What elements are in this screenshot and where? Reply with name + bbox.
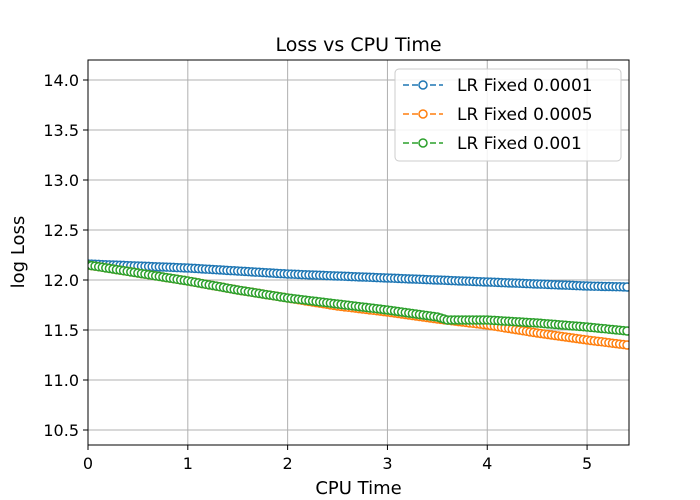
y-tick-label: 11.5 [43, 321, 79, 340]
legend: LR Fixed 0.0001 LR Fixed 0.0005 LR Fixed 0… [394, 68, 622, 162]
legend-marker [418, 109, 428, 119]
legend-marker [418, 138, 428, 148]
legend-label: LR Fixed 0.001 [457, 134, 582, 154]
legend-item: LR Fixed 0.0001 [403, 76, 593, 96]
legend-marker [418, 80, 428, 90]
x-tick-label: 1 [183, 454, 193, 473]
y-tick-label: 11.0 [43, 371, 79, 390]
y-tick-label: 12.5 [43, 221, 79, 240]
legend-label: LR Fixed 0.0001 [457, 76, 593, 96]
x-tick-label: 3 [382, 454, 392, 473]
y-tick-label: 12.0 [43, 271, 79, 290]
x-tick-label: 2 [283, 454, 293, 473]
x-tick-label: 4 [482, 454, 492, 473]
legend-label: LR Fixed 0.0005 [457, 105, 593, 125]
legend-box [394, 68, 622, 162]
chart-title: Loss vs CPU Time [275, 34, 441, 56]
data-point [622, 282, 629, 292]
x-tick-label: 0 [83, 454, 93, 473]
legend-item: LR Fixed 0.001 [403, 134, 582, 154]
y-axis-title: log Loss [8, 216, 29, 289]
x-axis-title: CPU Time [315, 478, 401, 499]
data-point [622, 326, 629, 336]
ticks: 0 1 2 3 4 5 10.5 11.0 11.5 12.0 12.5 13.0 13.5 14.0 [43, 71, 592, 473]
y-tick-label: 10.5 [43, 421, 79, 440]
data-point [622, 340, 629, 350]
series-3 [88, 260, 629, 336]
y-tick-label: 13.0 [43, 171, 79, 190]
series-layer [88, 259, 629, 350]
plot-frame [87, 59, 630, 446]
y-tick-label: 13.5 [43, 121, 79, 140]
y-tick-label: 14.0 [43, 71, 79, 90]
legend-item: LR Fixed 0.0005 [403, 105, 593, 125]
x-tick-label: 5 [582, 454, 592, 473]
